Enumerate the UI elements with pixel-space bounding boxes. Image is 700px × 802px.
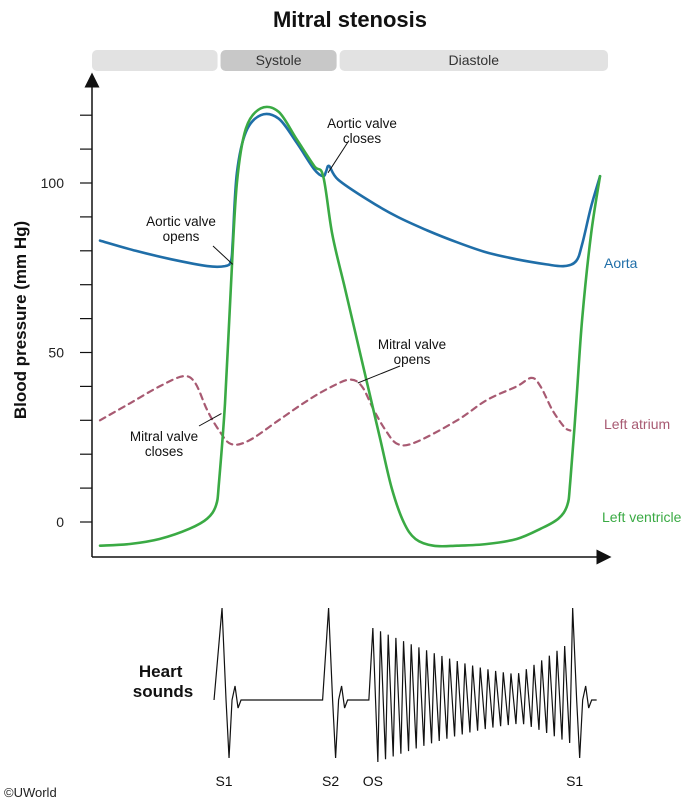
- copyright: ©UWorld: [4, 785, 57, 800]
- series-label-left-ventricle: Left ventricle: [602, 509, 682, 525]
- annotation-leader-4: [198, 413, 222, 427]
- series-label-aorta: Aorta: [604, 255, 638, 271]
- chart-title: Mitral stenosis: [273, 7, 427, 32]
- y-tick-label-0: 0: [56, 514, 64, 530]
- series-line-left-atrium: [98, 375, 572, 447]
- series-lines: [98, 105, 602, 548]
- series-label-left-atrium: Left atrium: [604, 416, 670, 432]
- heart-sound-label-os-3: OS: [363, 773, 383, 789]
- y-tick-label-50: 50: [48, 345, 64, 361]
- series-line-left-ventricle: [98, 105, 602, 548]
- phase-band: Systole Diastole: [92, 50, 608, 71]
- heart-sound-label-s1-1: S1: [215, 773, 232, 789]
- heart-sounds-title: Heart sounds: [133, 662, 193, 701]
- phase-segment-diastole: [339, 50, 608, 71]
- heart-sounds-panel: Heart sounds S1 S2 OS S1: [133, 607, 597, 789]
- heart-sounds-title-line-2: sounds: [133, 682, 193, 701]
- annotation-1: Aortic valve closes: [327, 116, 397, 146]
- phase-segment-pre: [92, 50, 218, 71]
- heart-sound-label-s1-4: S1: [566, 773, 583, 789]
- heart-sounds-title-line-1: Heart: [139, 662, 183, 681]
- annotation-leader-3: [357, 365, 401, 384]
- annotation-3: Mitral valve opens: [378, 337, 446, 367]
- y-tick-label-100: 100: [41, 175, 65, 191]
- annotation-2: Aortic valve opens: [146, 214, 216, 244]
- y-ticks: 0 50 100: [41, 114, 92, 530]
- y-axis-label: Blood pressure (mm Hg): [11, 221, 30, 419]
- heart-sound-labels: S1 S2 OS S1: [215, 773, 583, 789]
- phase-segment-systole: [220, 50, 337, 71]
- series-labels: Aorta Left atrium Left ventricle: [602, 255, 682, 525]
- heart-sound-trace: [213, 607, 597, 763]
- series-line-aorta: [98, 112, 602, 269]
- annotation-4: Mitral valve closes: [130, 429, 198, 459]
- annotations: Aortic valve closes Aortic valve opens Mitra…: [130, 116, 446, 459]
- annotation-leader-1: [327, 141, 349, 174]
- heart-sound-label-s2-2: S2: [322, 773, 339, 789]
- phase-label-systole: Systole: [256, 52, 302, 68]
- phase-label-diastole: Diastole: [449, 52, 500, 68]
- annotation-leader-2: [212, 245, 234, 265]
